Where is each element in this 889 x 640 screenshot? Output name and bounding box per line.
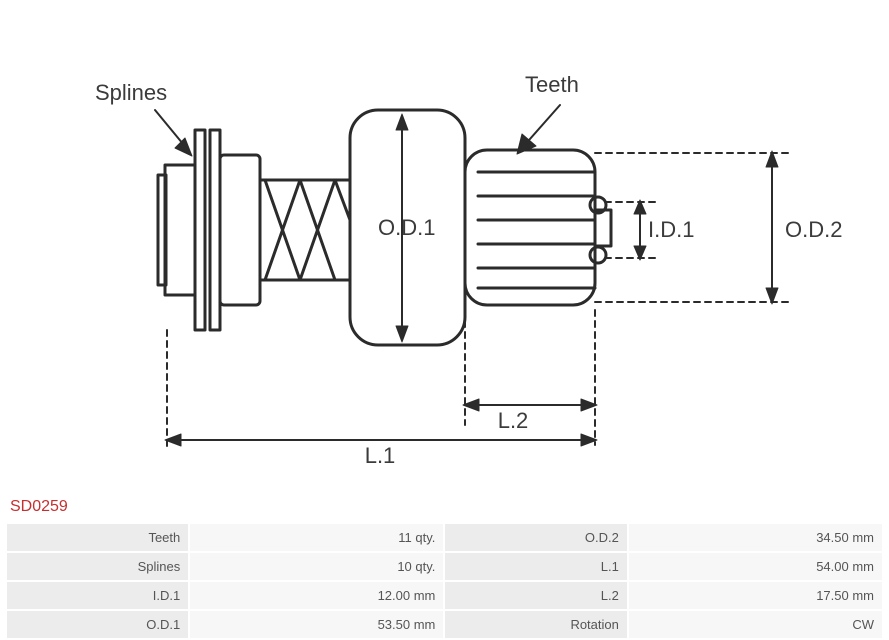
label-l1: L.1 — [365, 443, 396, 468]
label-splines: Splines — [95, 80, 167, 105]
diagram-area: Splines Teeth O.D.1 I.D.1 O.D.2 L.2 L.1 — [0, 0, 889, 490]
label-od2: O.D.2 — [785, 217, 842, 242]
spec-value: 34.50 mm — [629, 524, 882, 551]
spec-label: Teeth — [7, 524, 188, 551]
spec-value: 17.50 mm — [629, 582, 882, 609]
spec-value: 12.00 mm — [190, 582, 443, 609]
label-id1: I.D.1 — [648, 217, 694, 242]
part-number: SD0259 — [0, 490, 889, 522]
label-od1: O.D.1 — [378, 215, 435, 240]
label-teeth: Teeth — [525, 72, 579, 97]
spec-label: Splines — [7, 553, 188, 580]
table-row: I.D.112.00 mmL.217.50 mm — [7, 582, 882, 609]
spec-label: L.1 — [445, 553, 626, 580]
spec-value: 10 qty. — [190, 553, 443, 580]
spec-value: 54.00 mm — [629, 553, 882, 580]
spec-label: L.2 — [445, 582, 626, 609]
spec-label: I.D.1 — [7, 582, 188, 609]
table-row: Splines10 qty.L.154.00 mm — [7, 553, 882, 580]
label-l2: L.2 — [498, 408, 529, 433]
table-row: Teeth11 qty.O.D.234.50 mm — [7, 524, 882, 551]
spec-value: 11 qty. — [190, 524, 443, 551]
diagram-svg: Splines Teeth O.D.1 I.D.1 O.D.2 L.2 L.1 — [0, 0, 889, 490]
spec-label: O.D.2 — [445, 524, 626, 551]
spec-table: Teeth11 qty.O.D.234.50 mmSplines10 qty.L… — [5, 522, 884, 640]
